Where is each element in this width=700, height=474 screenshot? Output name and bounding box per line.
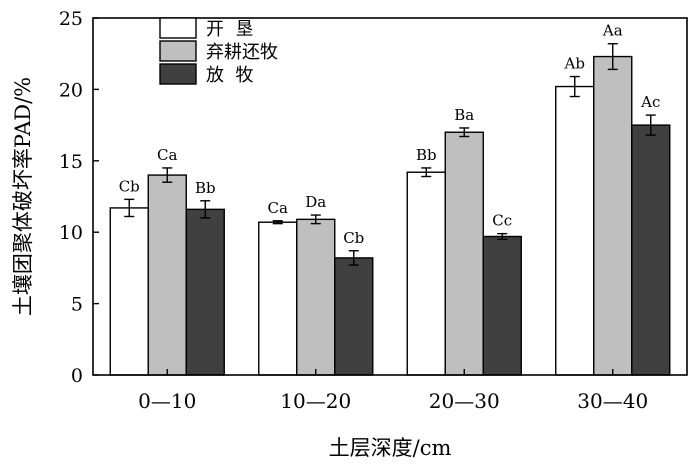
y-tick-label: 10 [59, 222, 83, 244]
significance-label: Cc [492, 212, 512, 230]
bar [147, 174, 187, 376]
bar [296, 218, 336, 376]
significance-label: Bb [416, 146, 437, 164]
bar [185, 208, 225, 376]
bar [258, 221, 298, 376]
legend-swatch [159, 40, 197, 62]
legend-swatch [159, 63, 197, 85]
y-tick-label: 20 [59, 79, 83, 101]
significance-label: Cb [343, 229, 364, 247]
significance-label: Ab [564, 55, 585, 73]
bar [444, 131, 484, 376]
bar [334, 257, 374, 376]
legend-label: 开 垦 [206, 19, 253, 40]
bar [482, 235, 522, 376]
y-tick-label: 25 [59, 8, 83, 30]
significance-label: Ca [157, 146, 177, 164]
bar [555, 85, 595, 376]
x-tick-label: 20—30 [429, 389, 500, 413]
significance-labels: Cb Ca Bb Ca Da Cb Bb Ba Cc Ab Aa Ac [119, 22, 661, 247]
error-bars [124, 43, 656, 266]
y-tick-label: 0 [71, 365, 83, 387]
y-axis-title: 土壤团聚体破坏率PAD/% [11, 77, 35, 316]
legend-label: 放 牧 [206, 65, 253, 86]
significance-label: Ca [268, 199, 288, 217]
significance-label: Ba [454, 106, 474, 124]
significance-label: Aa [602, 22, 623, 40]
legend-swatch [159, 17, 197, 39]
plot-frame [92, 17, 688, 376]
bar [406, 171, 446, 376]
bar [593, 55, 633, 376]
significance-label: Cb [119, 177, 140, 195]
significance-label: Bb [195, 179, 216, 197]
significance-label: Da [305, 193, 326, 211]
legend-label: 弃耕还牧 [206, 42, 278, 63]
x-axis-title: 土层深度/cm [329, 436, 452, 460]
bars [109, 55, 671, 376]
axes: 0 5 10 15 20 25 0—10 10—20 20—30 30—40 [59, 8, 688, 413]
x-tick-label: 0—10 [138, 389, 196, 413]
significance-label: Ac [640, 93, 660, 111]
bar [631, 124, 671, 376]
bar [109, 207, 149, 376]
x-tick-label: 30—40 [577, 389, 648, 413]
y-tick-label: 5 [71, 294, 83, 316]
x-tick-label: 10—20 [280, 389, 351, 413]
y-tick-label: 15 [59, 151, 83, 173]
